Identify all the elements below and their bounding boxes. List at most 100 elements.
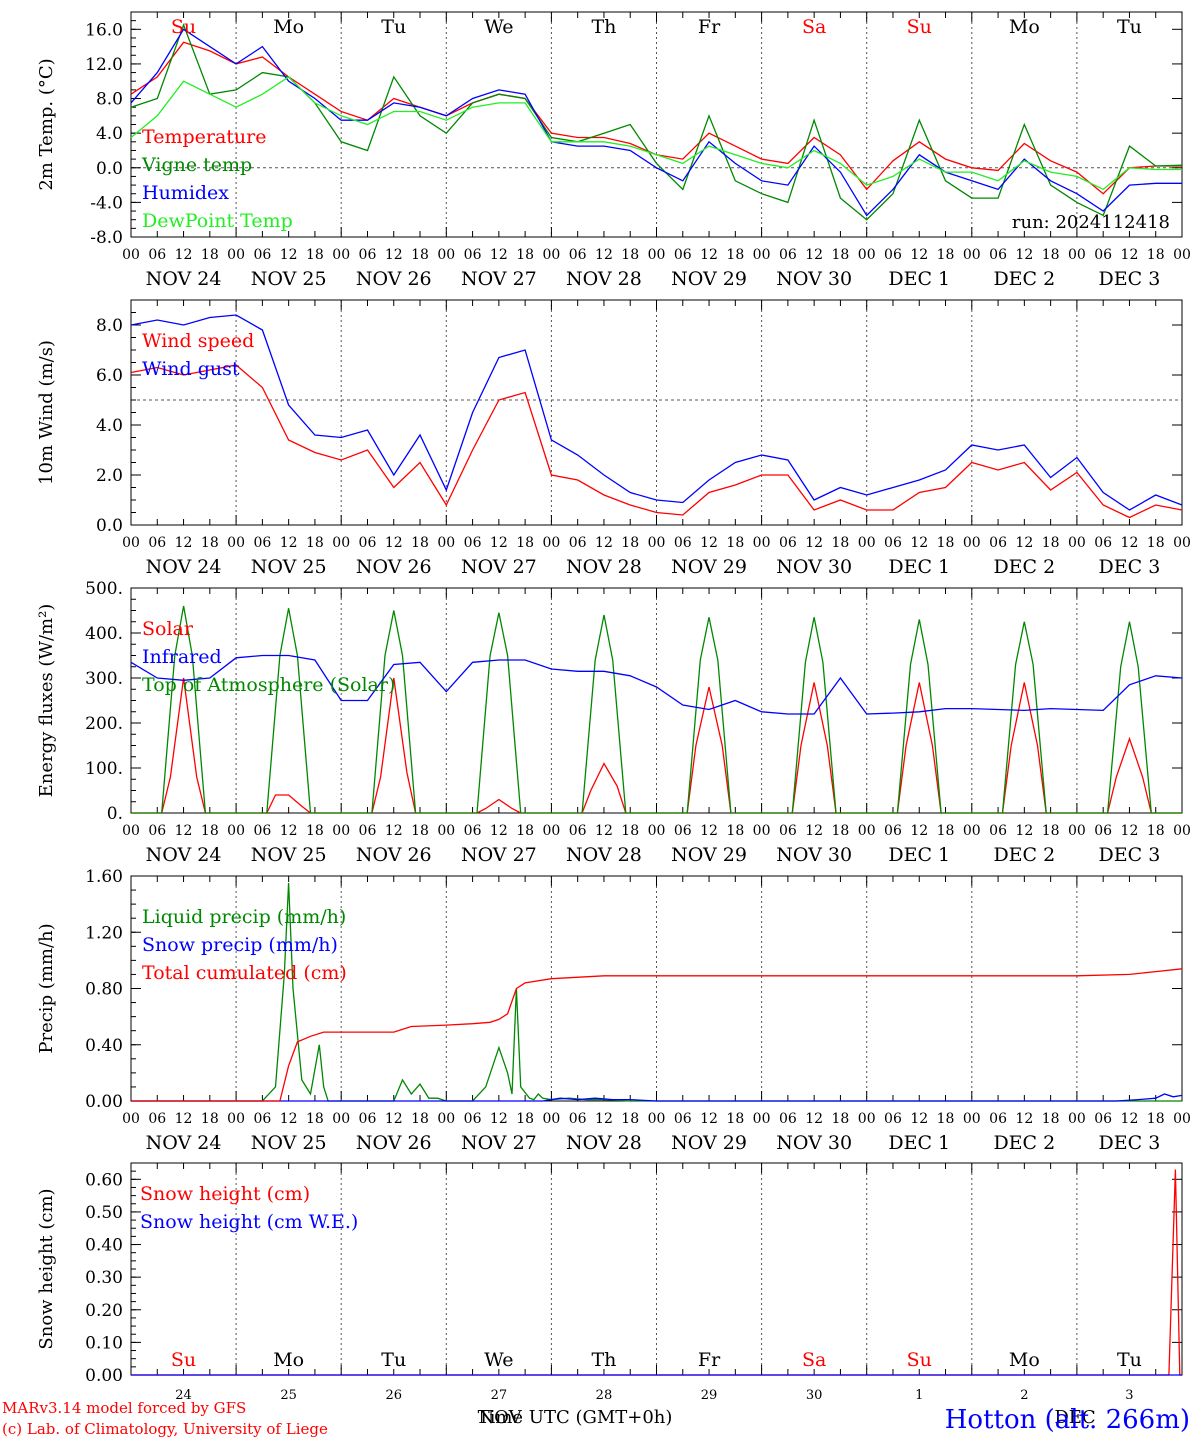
hour-label: 18 xyxy=(1042,823,1060,839)
y-tick-label: 16.0 xyxy=(85,20,123,40)
y-tick-label: 4.0 xyxy=(96,124,123,144)
hour-label: 06 xyxy=(884,823,902,839)
day-number-label: 29 xyxy=(701,1388,718,1403)
panel-2: 8.0 6.0 4.0 2.0 0.0 10m Wind (m/s) Wind speed W… xyxy=(36,299,1191,578)
hour-label: 06 xyxy=(253,823,271,839)
date-label: DEC 2 xyxy=(993,844,1055,866)
hour-label: 12 xyxy=(700,823,718,839)
hour-label: 12 xyxy=(1121,1111,1139,1127)
date-label: NOV 25 xyxy=(251,268,327,290)
weekday-label: Su xyxy=(171,1349,196,1371)
hour-label: 12 xyxy=(595,823,613,839)
hour-label: 00 xyxy=(542,535,560,551)
hour-label: 00 xyxy=(437,1111,455,1127)
hour-label: 12 xyxy=(805,247,823,263)
hour-label: 00 xyxy=(227,247,245,263)
hour-label: 12 xyxy=(175,823,193,839)
date-label: NOV 27 xyxy=(461,844,537,866)
y-axis-label: 10m Wind (m/s) xyxy=(36,340,57,485)
hour-label: 18 xyxy=(516,1111,534,1127)
weekday-label: Su xyxy=(171,16,196,38)
hour-label: 18 xyxy=(306,535,324,551)
date-label: DEC 1 xyxy=(888,268,950,290)
date-label: DEC 3 xyxy=(1099,1132,1161,1154)
hour-label: 00 xyxy=(753,247,771,263)
legend-entry: Top of Atmosphere (Solar) xyxy=(142,674,395,696)
y-tick-label: 0.30 xyxy=(85,1268,123,1288)
hour-label: 18 xyxy=(726,535,744,551)
hour-label: 06 xyxy=(359,247,377,263)
series-line-top-of-atmosphere-solar- xyxy=(131,605,1182,814)
hour-label: 00 xyxy=(437,823,455,839)
date-label: NOV 26 xyxy=(356,268,432,290)
day-number-label: 25 xyxy=(280,1388,297,1403)
hour-label: 12 xyxy=(1015,535,1033,551)
weekday-label: Tu xyxy=(1117,1349,1142,1371)
hour-label: 18 xyxy=(832,247,850,263)
hour-label: 18 xyxy=(411,1111,429,1127)
y-tick-label: 0.40 xyxy=(85,1236,123,1256)
hour-label: 06 xyxy=(148,823,166,839)
weekday-label: Tu xyxy=(381,16,406,38)
y-tick-label: -4.0 xyxy=(90,193,123,213)
weekday-label: Mo xyxy=(273,1349,304,1371)
hour-label: 00 xyxy=(753,823,771,839)
hour-label: 12 xyxy=(385,823,403,839)
hour-label: 00 xyxy=(858,823,876,839)
date-label: NOV 29 xyxy=(671,268,747,290)
date-label: NOV 25 xyxy=(251,556,327,578)
hour-label: 00 xyxy=(542,823,560,839)
hour-label: 12 xyxy=(700,535,718,551)
hour-label: 18 xyxy=(832,1111,850,1127)
date-label: NOV 28 xyxy=(566,268,642,290)
weekday-label: Sa xyxy=(802,1349,826,1371)
hour-label: 00 xyxy=(648,535,666,551)
panel-5: 0.60 0.50 0.40 0.30 0.20 0.10 0.00 Snow height … xyxy=(36,1162,1183,1403)
hour-label: 12 xyxy=(805,1111,823,1127)
hour-label: 12 xyxy=(1121,535,1139,551)
hour-label: 06 xyxy=(148,1111,166,1127)
hour-label: 06 xyxy=(674,535,692,551)
date-label: NOV 27 xyxy=(461,1132,537,1154)
date-label: DEC 1 xyxy=(888,556,950,578)
hour-label: 06 xyxy=(464,247,482,263)
hour-label: 12 xyxy=(280,535,298,551)
y-axis-label: Snow height (cm) xyxy=(36,1188,57,1349)
hour-label: 18 xyxy=(937,535,955,551)
hour-label: 06 xyxy=(884,1111,902,1127)
hour-label: 00 xyxy=(437,247,455,263)
date-label: NOV 29 xyxy=(671,1132,747,1154)
legend-entry: Liquid precip (mm/h) xyxy=(142,906,346,928)
weekday-label: Sa xyxy=(802,16,826,38)
date-label: DEC 1 xyxy=(888,1132,950,1154)
hour-label: 06 xyxy=(359,535,377,551)
hour-label: 12 xyxy=(910,823,928,839)
hour-label: 00 xyxy=(648,247,666,263)
hour-label: 18 xyxy=(201,1111,219,1127)
hour-label: 06 xyxy=(989,535,1007,551)
day-number-label: 3 xyxy=(1125,1388,1133,1403)
hour-label: 12 xyxy=(910,1111,928,1127)
hour-label: 06 xyxy=(359,1111,377,1127)
day-number-label: 30 xyxy=(806,1388,823,1403)
y-tick-label: 500. xyxy=(85,579,123,599)
hour-label: 12 xyxy=(595,1111,613,1127)
hour-label: 06 xyxy=(464,823,482,839)
hour-label: 18 xyxy=(1147,823,1165,839)
y-tick-label: 0.80 xyxy=(85,980,123,1000)
date-label: NOV 27 xyxy=(461,556,537,578)
hour-label: 18 xyxy=(726,247,744,263)
y-tick-label: 0.60 xyxy=(85,1170,123,1190)
hour-label: 06 xyxy=(464,1111,482,1127)
legend-entry: Humidex xyxy=(142,182,229,204)
day-number-label: 2 xyxy=(1020,1388,1028,1403)
date-label: DEC 1 xyxy=(888,844,950,866)
hour-label: 12 xyxy=(175,247,193,263)
date-label: NOV 24 xyxy=(146,268,222,290)
hour-label: 00 xyxy=(227,535,245,551)
day-number-label: 1 xyxy=(915,1388,923,1403)
hour-label: 00 xyxy=(753,535,771,551)
legend-entry: Snow height (cm W.E.) xyxy=(140,1211,358,1233)
hour-label: 18 xyxy=(1147,1111,1165,1127)
hour-label: 18 xyxy=(306,1111,324,1127)
